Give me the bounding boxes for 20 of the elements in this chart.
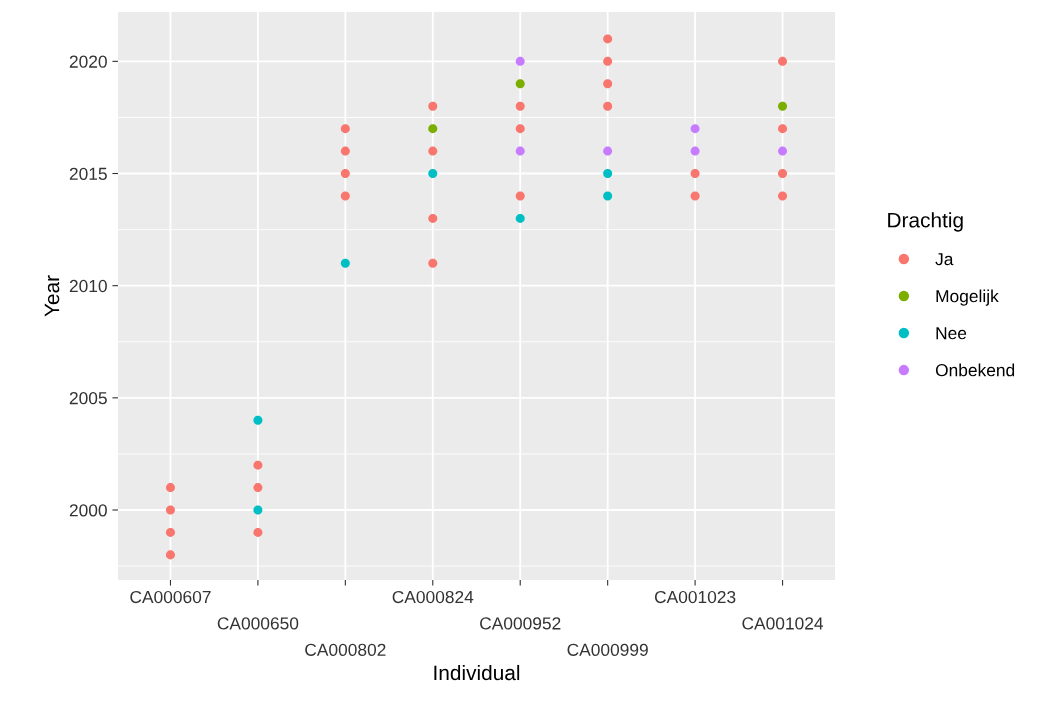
legend-title: Drachtig <box>888 212 963 232</box>
x-tick-label: CA000952 <box>480 617 561 630</box>
legend-label: Nee <box>936 327 967 340</box>
x-tick-label: CA000802 <box>305 643 386 656</box>
legend-label: Ja <box>935 253 954 266</box>
y-tick-label: 2010 <box>69 279 107 293</box>
y-axis-title: Year <box>44 275 60 317</box>
x-tick-label: CA000650 <box>217 617 299 630</box>
x-tick-label: CA000999 <box>567 643 648 656</box>
x-tick-label: CA000824 <box>392 590 474 604</box>
legend-label: Onbekend <box>935 363 1015 377</box>
y-tick-label: 2005 <box>69 392 107 405</box>
y-tick-label: 2000 <box>69 504 107 517</box>
x-axis-title: Individual <box>434 664 520 681</box>
y-tick-label: 2020 <box>69 55 107 68</box>
legend-label: Mogelijk <box>936 289 999 306</box>
x-tick-label: CA001023 <box>654 590 736 604</box>
x-tick-label: CA000607 <box>130 590 211 604</box>
y-tick-label: 2015 <box>69 167 107 180</box>
x-tick-label: CA001024 <box>742 617 824 630</box>
